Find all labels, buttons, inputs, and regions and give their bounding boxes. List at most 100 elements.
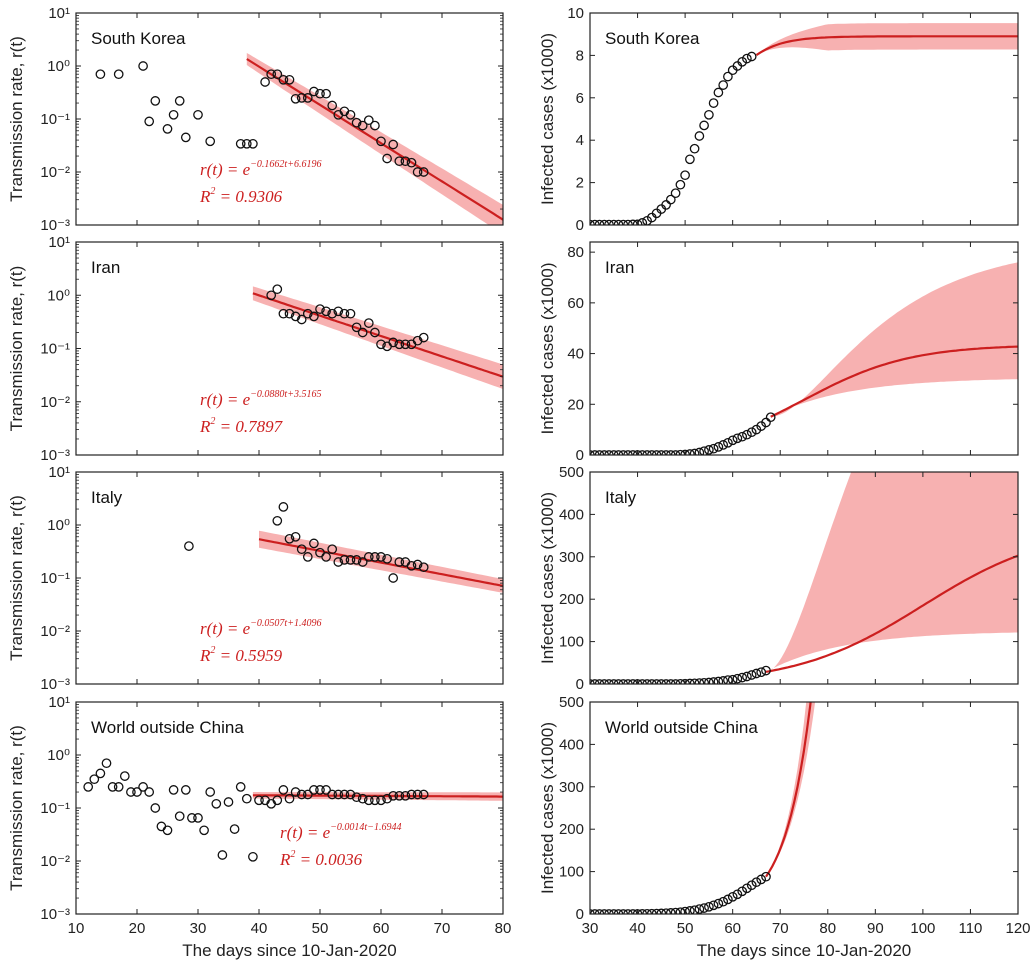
y-tick-label: 10⁻¹ xyxy=(40,341,70,358)
data-point xyxy=(327,789,338,800)
data-point xyxy=(302,789,313,800)
data-point xyxy=(302,308,313,319)
r-squared-symbol: R xyxy=(199,646,211,665)
data-point xyxy=(333,557,344,567)
y-tick-label: 10⁻² xyxy=(40,623,70,640)
y-tick-label: 100 xyxy=(559,864,584,881)
data-point xyxy=(296,544,307,555)
r-squared-symbol: R xyxy=(199,187,211,206)
data-point xyxy=(357,793,368,804)
data-point xyxy=(241,793,252,804)
data-point xyxy=(727,891,738,902)
x-tick-label: 80 xyxy=(819,920,836,937)
r-squared-symbol: R xyxy=(199,417,211,436)
data-point xyxy=(144,116,155,127)
y-tick-label: 10¹ xyxy=(48,5,70,22)
data-point xyxy=(266,290,277,301)
data-point xyxy=(406,157,417,168)
x-tick-label: 30 xyxy=(190,920,207,937)
data-point xyxy=(95,768,106,779)
equation-lhs: r(t) = e xyxy=(200,619,251,638)
data-point xyxy=(382,553,392,564)
y-tick-label: 40 xyxy=(567,346,584,363)
chart-panel-sk-rate: 10⁻³ 10⁻² 10⁻¹ 10⁰ 10¹ Transmission rate, r(t… xyxy=(7,5,504,234)
fit-equation: r(t) = e−0.1662t+6.6196 xyxy=(200,159,321,179)
data-point xyxy=(284,533,295,544)
y-tick-label: 2 xyxy=(576,175,584,192)
data-point xyxy=(235,138,246,149)
data-point xyxy=(205,787,216,797)
chart-panel-iran-cases: 0 20 40 60 80 Infected cases (x1000) Iran xyxy=(538,241,1019,464)
y-axis-label: Infected cases (x1000) xyxy=(538,33,557,205)
x-tick-label: 100 xyxy=(910,920,935,937)
data-point xyxy=(699,446,709,455)
data-point xyxy=(296,314,307,325)
data-point xyxy=(376,136,386,147)
plot-area xyxy=(184,502,503,593)
data-point xyxy=(260,77,270,87)
x-tick-label: 70 xyxy=(434,920,451,937)
data-point xyxy=(665,194,676,205)
fit-line xyxy=(252,794,503,798)
data-point xyxy=(278,785,289,795)
r-squared: R2 = 0.9306 xyxy=(199,186,283,206)
data-point xyxy=(742,429,752,440)
y-tick-label: 10⁻³ xyxy=(40,676,70,693)
data-point xyxy=(107,782,118,792)
x-tick-label: 40 xyxy=(251,920,268,937)
data-point xyxy=(351,555,362,565)
fit-curve xyxy=(765,702,812,878)
equation-exponent: −0.0880t+3.5165 xyxy=(250,389,321,400)
data-point xyxy=(388,790,399,801)
confidence-band xyxy=(766,702,816,877)
y-tick-label: 10⁻³ xyxy=(40,906,70,923)
y-tick-label: 10¹ xyxy=(48,234,70,251)
y-tick-label: 6 xyxy=(576,90,584,107)
data-point xyxy=(193,813,203,823)
data-point xyxy=(394,339,405,350)
data-point xyxy=(670,188,681,199)
confidence-band xyxy=(770,262,1018,417)
y-tick-label: 10⁻³ xyxy=(40,217,70,234)
panel-title: World outside China xyxy=(91,718,244,737)
data-point xyxy=(101,758,112,769)
data-point xyxy=(699,120,709,131)
data-point xyxy=(400,790,411,801)
axes-frame xyxy=(589,241,1019,456)
data-point xyxy=(732,889,743,900)
panel-title: South Korea xyxy=(605,29,700,48)
y-tick-label: 10⁻² xyxy=(40,394,70,411)
y-tick-label: 400 xyxy=(559,506,584,523)
data-point xyxy=(363,795,374,806)
data-point xyxy=(685,154,695,165)
data-point xyxy=(699,677,709,684)
data-point xyxy=(689,905,700,914)
data-point xyxy=(296,93,307,103)
data-point xyxy=(357,557,368,567)
y-axis-label: Infected cases (x1000) xyxy=(538,492,557,664)
y-tick-label: 100 xyxy=(559,634,584,651)
y-axis-label: Transmission rate, r(t) xyxy=(7,725,26,891)
data-point xyxy=(193,109,203,120)
data-point xyxy=(315,304,325,314)
data-point xyxy=(144,787,155,797)
x-tick-label: 90 xyxy=(867,920,884,937)
data-point xyxy=(376,795,386,806)
fit-equation: r(t) = e−0.0507t+1.4096 xyxy=(200,618,321,638)
y-tick-label: 10⁰ xyxy=(47,517,70,534)
data-point xyxy=(290,787,301,797)
y-tick-label: 0 xyxy=(576,447,584,464)
y-tick-label: 10⁻¹ xyxy=(40,570,70,587)
data-point xyxy=(95,69,106,80)
data-point xyxy=(742,53,752,64)
data-point xyxy=(284,308,295,319)
data-point xyxy=(235,782,246,792)
r-squared: R2 = 0.0036 xyxy=(279,849,363,869)
data-point xyxy=(113,782,124,792)
r-squared: R2 = 0.7897 xyxy=(199,416,284,436)
data-point xyxy=(126,787,136,797)
data-point xyxy=(345,308,356,319)
panel-title: Italy xyxy=(605,488,637,507)
data-point xyxy=(223,797,234,807)
data-point xyxy=(132,787,142,797)
